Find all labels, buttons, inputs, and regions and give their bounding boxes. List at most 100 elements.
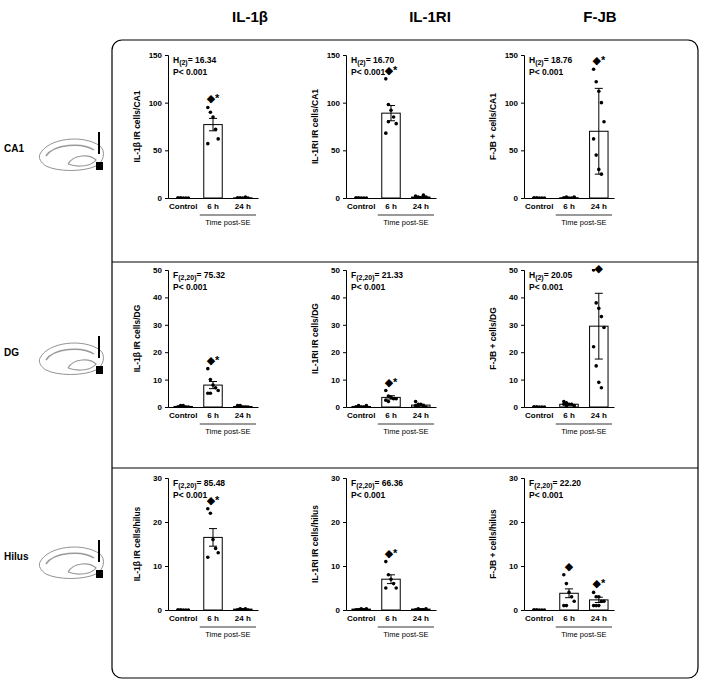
x-tick: Control	[169, 610, 197, 623]
y-tick: 20	[331, 348, 346, 357]
x-tick: Control	[347, 610, 375, 623]
x-tick: Control	[347, 407, 375, 420]
x-axis: Control6 h24 h	[525, 610, 615, 623]
y-tick-mark	[343, 103, 346, 104]
data-point	[594, 364, 598, 368]
x-axis-line	[347, 198, 437, 199]
error-bar-cap	[179, 198, 187, 199]
xlabel-underline	[378, 424, 434, 425]
y-tick-mark	[343, 150, 346, 151]
error-bar-cap	[535, 198, 543, 199]
y-tick-mark	[165, 325, 168, 326]
x-axis: Control6 h24 h	[169, 407, 259, 420]
y-tick-mark	[343, 566, 346, 567]
row-separator	[112, 468, 698, 469]
y-tick: 20	[331, 518, 346, 527]
column-title: F-JB	[583, 8, 617, 25]
y-tick: 40	[153, 293, 168, 302]
column-title: IL-1RI	[409, 8, 451, 25]
icon-outline	[39, 547, 103, 578]
y-tick: 40	[331, 293, 346, 302]
y-tick: 0	[336, 403, 346, 412]
error-bar-cap	[565, 597, 573, 598]
bar	[204, 125, 222, 198]
y-tick-mark	[165, 566, 168, 567]
x-tick: 24 h	[591, 610, 607, 623]
y-axis: 050100150	[327, 51, 347, 203]
data-point	[572, 599, 576, 603]
panel-frame	[112, 40, 698, 678]
y-tick-label: 0	[514, 403, 519, 412]
bar	[382, 397, 400, 407]
x-tick: 24 h	[413, 407, 429, 420]
x-tick-label: 6 h	[385, 202, 397, 211]
data-point	[216, 389, 220, 393]
error-bar-cap	[565, 403, 573, 404]
significance-marker: ◆*	[592, 54, 605, 66]
y-tick-mark	[343, 325, 346, 326]
x-tick: 6 h	[563, 407, 575, 420]
y-tick-label: 0	[336, 194, 341, 203]
y-tick: 100	[149, 99, 168, 108]
y-tick-mark	[165, 270, 168, 271]
y-tick: 150	[327, 51, 346, 60]
data-point	[562, 573, 566, 577]
y-axis-title: IL-1RI IR cells/CA1	[310, 89, 320, 164]
stat-text: P< 0.001	[529, 282, 564, 292]
y-tick-mark	[343, 407, 346, 408]
error-bar-cap	[239, 197, 247, 198]
y-tick-label: 100	[505, 99, 519, 108]
x-tick-label: Control	[347, 202, 375, 211]
data-point	[392, 115, 396, 119]
marks	[174, 367, 252, 407]
error-bar-cap	[595, 602, 603, 603]
error-bar	[179, 406, 187, 407]
error-bar-cap	[565, 197, 573, 198]
y-tick-label: 0	[158, 606, 163, 615]
significance-marker: ◆*	[592, 577, 605, 589]
xlabel-underline	[378, 627, 434, 628]
error-bar-cap	[595, 293, 603, 294]
subplot: 01020304050Control6 h24 hTime post-SEIL-…	[310, 266, 437, 436]
error-bar-cap	[535, 610, 543, 611]
error-bar	[535, 407, 543, 408]
stat-text: H(2)= 20.05	[529, 270, 573, 282]
x-tick-label: 24 h	[235, 614, 251, 623]
xlabel-underline	[556, 215, 612, 216]
x-tick: 6 h	[207, 198, 219, 211]
y-tick-label: 40	[331, 293, 340, 302]
error-bar	[595, 293, 603, 359]
y-tick-mark	[165, 478, 168, 479]
icon-electrode	[98, 540, 100, 562]
subplot: 01020304050Control6 h24 hTime post-SEIL-…	[132, 266, 259, 436]
data-point	[597, 381, 601, 385]
x-axis: Control6 h24 h	[169, 198, 259, 211]
icon-outline	[39, 343, 103, 374]
y-tick-label: 30	[331, 321, 340, 330]
error-bar-cap	[357, 609, 365, 610]
error-bar-stem	[598, 597, 599, 602]
y-axis-line	[521, 271, 525, 408]
y-tick: 0	[158, 403, 168, 412]
x-tick-label: Control	[525, 411, 553, 420]
row-separator	[112, 262, 698, 263]
error-bar	[209, 118, 217, 130]
error-bar-cap	[387, 583, 395, 584]
icon-electrode	[96, 570, 103, 578]
y-tick-label: 0	[158, 403, 163, 412]
y-tick-label: 20	[331, 348, 340, 357]
data-point	[209, 378, 213, 382]
error-bar-cap	[387, 120, 395, 121]
x-tick: Control	[169, 407, 197, 420]
y-tick-label: 30	[331, 474, 340, 483]
x-tick-label: Control	[169, 411, 197, 420]
data-point	[384, 560, 388, 564]
stat-text: P< 0.001	[173, 282, 208, 292]
x-tick-label: 24 h	[413, 614, 429, 623]
y-tick-label: 0	[336, 606, 341, 615]
stat-text: F(2,20)= 85.48	[173, 478, 225, 490]
subplot: 0102030Control6 h24 hTime post-SEIL-1RI …	[310, 474, 437, 639]
data-point	[600, 315, 604, 319]
y-tick-label: 30	[509, 321, 518, 330]
data-point	[414, 400, 418, 404]
